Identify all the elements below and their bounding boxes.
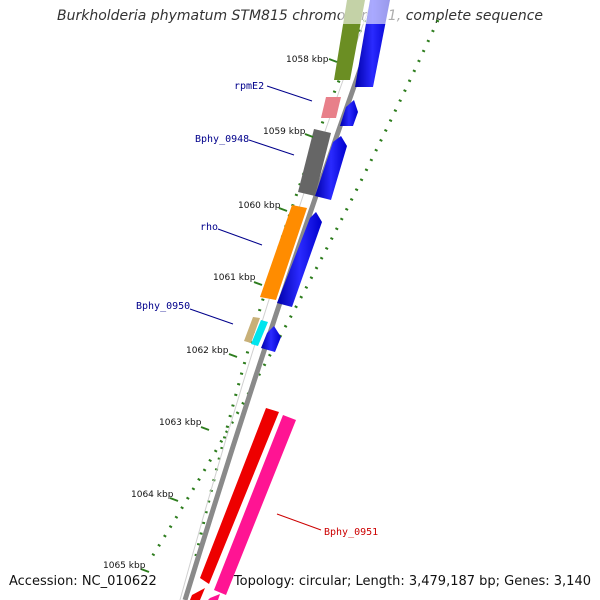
gene-Bphy-0950-b[interactable] xyxy=(251,320,268,346)
scale-label: 1065 kbp xyxy=(103,561,146,571)
leader-line-rho xyxy=(217,228,263,246)
summary-text: Topology: circular; Length: 3,479,187 bp… xyxy=(233,574,591,589)
scale-label: 1059 kbp xyxy=(263,127,306,137)
scale-label: 1061 kbp xyxy=(213,273,256,283)
leader-line-Bphy-0948 xyxy=(248,139,295,156)
scale-label: 1063 kbp xyxy=(159,418,202,428)
scale-tick xyxy=(140,568,150,573)
gene-bottom-pink[interactable] xyxy=(208,594,220,600)
scale-label: 1060 kbp xyxy=(238,201,281,211)
scale-tick xyxy=(253,281,263,286)
scale-label: 1064 kbp xyxy=(131,490,174,500)
gene-Bphy-0951-b[interactable] xyxy=(214,415,296,595)
gene-label-Bphy-0948[interactable]: Bphy_0948 xyxy=(195,134,249,145)
scale-label: 1058 kbp xyxy=(286,55,329,65)
cds-rpmE2[interactable] xyxy=(340,100,358,126)
gene-Bphy-0951-a[interactable] xyxy=(200,408,279,584)
gene-label-rpmE2[interactable]: rpmE2 xyxy=(234,81,264,92)
scale-tick xyxy=(169,497,179,502)
gene-rpmE2[interactable] xyxy=(321,97,341,118)
scale-tick xyxy=(304,133,314,138)
scale-tick xyxy=(278,207,288,212)
scale-tick xyxy=(200,426,210,431)
gene-label-rho[interactable]: rho xyxy=(200,222,218,233)
top-fade xyxy=(340,0,400,24)
gene-Bphy-0950-a[interactable] xyxy=(244,317,260,343)
leader-line-Bphy-0951 xyxy=(276,513,322,531)
cds-rho[interactable] xyxy=(277,212,322,307)
map-title: Burkholderia phymatum STM815 chromosome … xyxy=(56,8,543,24)
cds-Bphy-0950[interactable] xyxy=(261,326,281,352)
leader-line-Bphy-0950 xyxy=(189,308,234,325)
scale-tick xyxy=(228,353,238,358)
scale-label: 1062 kbp xyxy=(186,346,229,356)
leader-line-rpmE2 xyxy=(266,85,313,102)
gene-label-Bphy-0950[interactable]: Bphy_0950 xyxy=(136,301,190,312)
gene-label-Bphy-0951[interactable]: Bphy_0951 xyxy=(324,527,378,538)
cds-Bphy-0948[interactable] xyxy=(315,136,347,200)
gene-Bphy-0948[interactable] xyxy=(298,129,331,196)
gene-rho[interactable] xyxy=(260,205,307,300)
inner-ring-dots xyxy=(193,19,367,561)
gene-bottom-red[interactable] xyxy=(190,588,205,600)
scale-tick xyxy=(328,58,338,63)
accession-text: Accession: NC_010622 xyxy=(9,574,157,589)
